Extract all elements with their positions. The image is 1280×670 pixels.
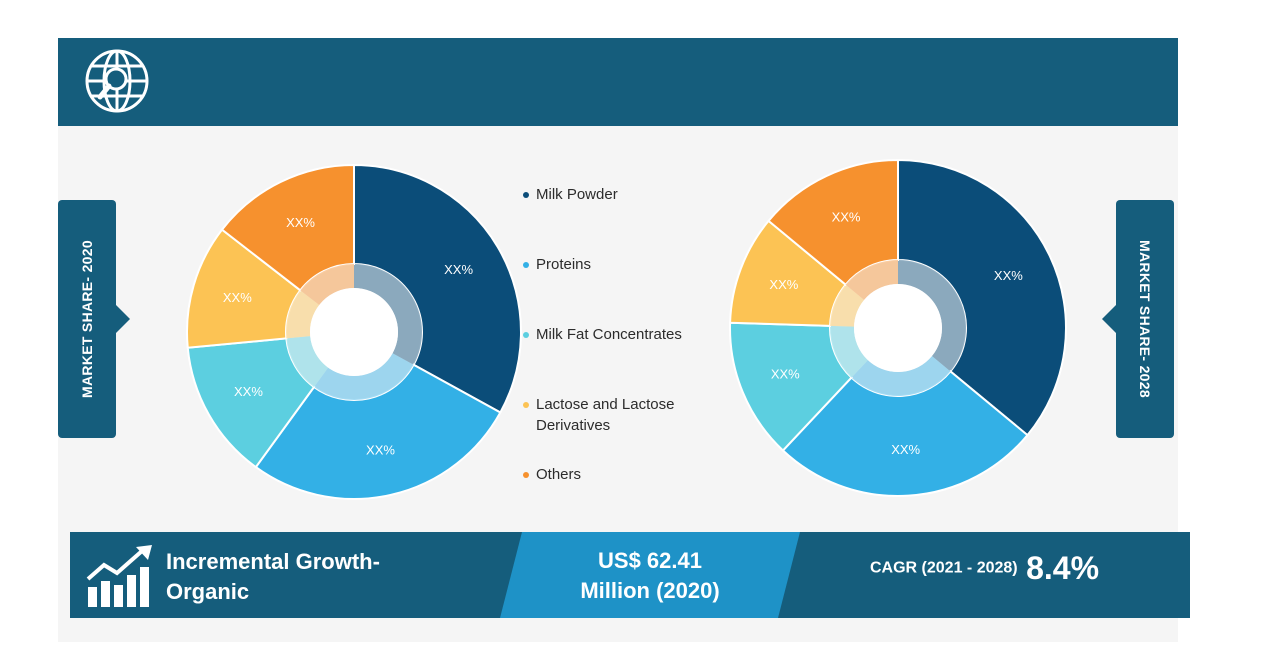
legend-label: Others	[536, 466, 582, 483]
legend-item: Milk Fat Concentrates	[520, 324, 746, 345]
slice-inner-ring	[898, 260, 966, 372]
donut-chart-2020: XX% XX% XX% XX% XX%	[186, 163, 522, 500]
slice-proteins	[781, 369, 1029, 498]
slice-data-label: XX%	[769, 277, 798, 292]
slice-data-label: XX%	[994, 268, 1023, 283]
slice-milk-fat-concentrates	[729, 321, 853, 452]
legend-swatch	[523, 192, 529, 198]
legend-label: Lactose and Lactose Derivatives	[536, 396, 675, 434]
slice-inner-ring	[830, 284, 865, 327]
donut-hole	[310, 288, 398, 376]
donut-chart-2028: XX% XX% XX% XX% XX%	[729, 158, 1068, 498]
slice-others	[767, 158, 899, 287]
slice-inner-ring	[300, 264, 354, 306]
growth-chart-icon	[86, 545, 152, 607]
slice-inner-ring	[830, 325, 868, 378]
legend-swatch	[523, 402, 529, 408]
slice-data-label: XX%	[771, 367, 800, 382]
legend-item: Proteins	[520, 254, 746, 275]
slice-data-label: XX%	[366, 443, 395, 458]
slice-milk-fat-concentrates	[186, 337, 316, 469]
slice-others	[220, 163, 355, 292]
market-value-box	[500, 532, 800, 618]
donut-hole	[854, 284, 942, 372]
legend-swatch	[523, 332, 529, 338]
slice-data-label: XX%	[444, 262, 473, 277]
market-value-amount: US$ 62.41	[598, 548, 702, 573]
slice-data-label: XX%	[223, 290, 252, 305]
legend-label: Milk Powder	[536, 186, 618, 203]
legend-item: Others	[520, 464, 746, 485]
cagr-block: CAGR (2021 - 2028) 8.4%	[870, 550, 1099, 587]
market-share-2020-tab: MARKET SHARE- 2020	[58, 200, 130, 438]
slice-proteins	[254, 363, 502, 500]
slice-data-label: XX%	[234, 384, 263, 399]
slice-inner-ring	[286, 336, 329, 388]
market-share-2028-tab: MARKET SHARE- 2028	[1102, 200, 1174, 438]
legend-label: Proteins	[536, 256, 592, 273]
slice-inner-ring	[354, 264, 422, 365]
slice-milk-powder	[353, 163, 522, 414]
market-value-text: US$ 62.41 Million (2020)	[520, 546, 780, 606]
cagr-label: CAGR (2021 - 2028)	[870, 559, 1018, 577]
tab-pointer	[1102, 305, 1116, 333]
slice-data-label: XX%	[891, 442, 920, 457]
incremental-growth-text: Incremental Growth- Organic	[166, 547, 380, 607]
legend-item: Lactose and Lactose Derivatives	[520, 394, 716, 436]
slice-inner-ring	[286, 290, 320, 339]
slice-inner-ring	[314, 353, 414, 400]
legend-swatch	[523, 472, 529, 478]
globe-search-icon	[85, 49, 149, 113]
growth-line-1: Incremental Growth-	[166, 549, 380, 574]
slice-milk-powder	[897, 158, 1068, 437]
cagr-value: 8.4%	[1026, 550, 1100, 586]
legend-item: Milk Powder	[520, 184, 746, 205]
legend-label: Milk Fat Concentrates	[536, 326, 682, 343]
header-banner	[58, 38, 1178, 126]
legend-swatch	[523, 262, 529, 268]
slice-inner-ring	[851, 356, 951, 396]
growth-line-2: Organic	[166, 579, 250, 604]
slice-data-label: XX%	[832, 210, 861, 225]
slice-data-label: XX%	[286, 215, 315, 230]
slice-inner-ring	[845, 260, 898, 300]
tab-pointer	[116, 305, 130, 333]
market-value-year: Million (2020)	[580, 578, 720, 603]
